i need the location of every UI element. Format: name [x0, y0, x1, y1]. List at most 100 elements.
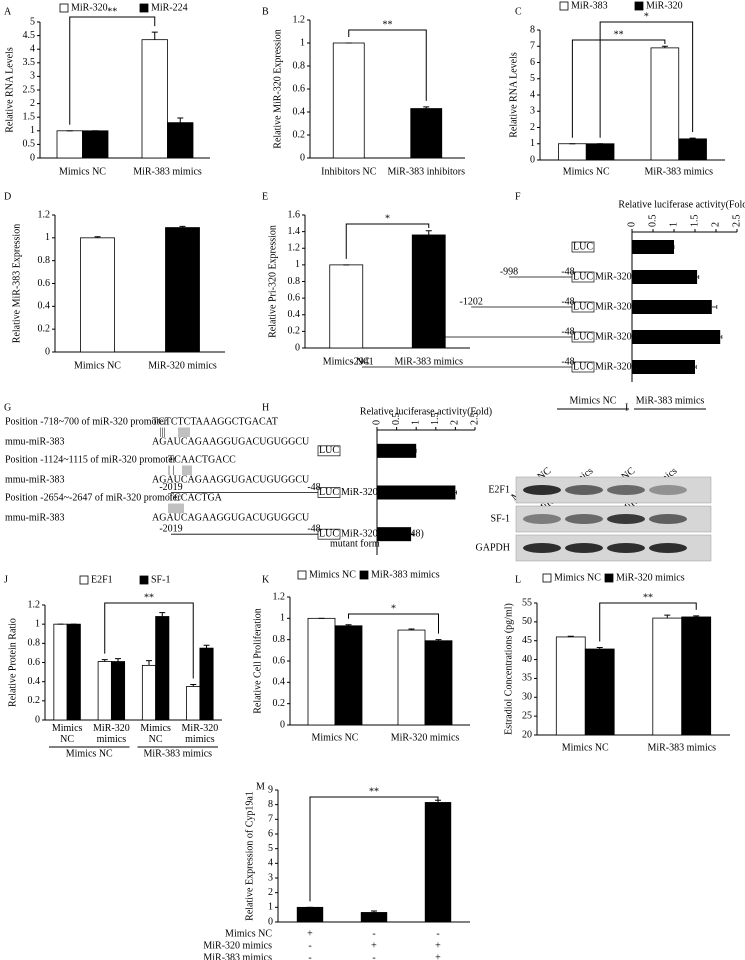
y-tick-label: 0 — [45, 346, 50, 357]
y-tick-label: 0 — [30, 152, 35, 163]
significance-label: ** — [643, 592, 653, 603]
error-bar — [145, 660, 152, 666]
group-label: Mimics NC — [66, 748, 113, 759]
bar — [155, 616, 170, 721]
error-bar — [695, 365, 697, 369]
condition-sign: + — [307, 928, 313, 939]
y-tick-label: 0 — [530, 154, 535, 165]
mirna-sequence: AGAUCAGAAGGUGACUGUGGCU — [152, 436, 310, 447]
x-tick-label: MiR-383 mimics — [133, 166, 202, 177]
bar — [424, 640, 453, 726]
y-tick-label: 1.2 — [38, 209, 51, 220]
panel-letter: K — [262, 574, 270, 585]
start-label: -998 — [500, 266, 518, 277]
y-tick-label: 0.8 — [273, 634, 286, 645]
blot-band — [523, 485, 561, 495]
x-axis-label: Relative luciferase activity(Fold) — [618, 199, 745, 210]
panel-letter: G — [4, 402, 11, 413]
y-tick-label: 20 — [522, 729, 532, 740]
luc-label: LUC — [319, 487, 339, 498]
y-axis-label: Relative RNA Levels — [4, 47, 15, 133]
blot-band — [565, 485, 603, 495]
x-tick-label: MiR-383 mimics — [647, 742, 716, 753]
blot-row-label: GAPDH — [476, 542, 510, 553]
bar — [424, 802, 452, 923]
x-tick-label: 1.5 — [689, 215, 700, 228]
error-bar — [94, 236, 101, 238]
y-tick-label: 0.8 — [288, 276, 301, 287]
construct-label: MiR-320(-998/-48) — [595, 271, 673, 282]
x-tick-label: 0 — [371, 420, 382, 425]
bar — [584, 648, 615, 736]
bar — [377, 485, 456, 500]
start-label: -2019 — [159, 482, 182, 493]
y-tick-label: 0 — [280, 719, 285, 730]
x-tick-label: Mimics NC — [74, 360, 121, 371]
bar — [632, 240, 674, 254]
bar — [80, 237, 115, 353]
condition-name: MiR-320 mimics — [203, 940, 272, 951]
bar — [377, 527, 412, 542]
y-tick-label: 8 — [268, 799, 273, 810]
significance-bracket — [104, 602, 194, 679]
bar — [632, 300, 712, 314]
y-tick-label: 3 — [268, 872, 273, 883]
blot-band — [565, 514, 603, 524]
x-axis-label: Relative luciferase activity(Fold) — [360, 406, 492, 417]
pairing: |||||||| — [168, 502, 184, 513]
y-tick-label: 1 — [268, 902, 273, 913]
y-tick-label: 0 — [268, 916, 273, 927]
y-tick-label: 4 — [530, 89, 535, 100]
y-tick-label: 7 — [530, 41, 535, 52]
construct-note: mutant form — [330, 538, 380, 549]
error-bar — [720, 335, 723, 339]
blot-band — [523, 543, 561, 553]
significance-label: ** — [107, 6, 117, 17]
error-bar — [596, 647, 603, 650]
significance-label: ** — [614, 29, 624, 40]
condition-name: MiR-383 mimics — [203, 952, 272, 960]
legend-swatch — [59, 3, 69, 13]
bar — [410, 108, 443, 159]
construct-label: MiR-320(-2019/-48) — [341, 528, 424, 539]
end-label: -48 — [561, 356, 574, 367]
y-tick-label: 0.4 — [293, 106, 306, 117]
luc-box — [571, 241, 595, 253]
y-tick-label: 0 — [35, 714, 40, 725]
y-tick-label: 5 — [30, 16, 35, 27]
legend-swatch — [359, 570, 369, 580]
luc-label: LUC — [573, 241, 593, 252]
y-axis-label: Relative MiR-383 Expression — [11, 224, 22, 343]
x-tick-label: Mimics NC — [51, 723, 83, 745]
luc-label: LUC — [573, 361, 593, 372]
condition-sign: + — [435, 952, 441, 960]
error-bar — [190, 684, 197, 687]
y-tick-label: 3 — [530, 106, 535, 117]
y-tick-label: 0.5 — [23, 139, 36, 150]
construct-label: MiR-320(-2019/-48) — [595, 331, 678, 342]
y-tick-label: 3.5 — [23, 57, 36, 68]
bar — [632, 330, 721, 344]
y-tick-label: 45 — [522, 635, 532, 646]
panel-letter: E — [262, 191, 268, 202]
y-tick-label: 3 — [30, 71, 35, 82]
error-bar — [411, 532, 414, 537]
error-bar — [371, 910, 377, 913]
end-label: -48 — [307, 523, 320, 534]
y-axis-label: Relative RNA Levels — [508, 52, 519, 138]
promoter-sequence: TCAACTGACC — [168, 454, 236, 465]
luc-label: LUC — [573, 301, 593, 312]
condition-sign: - — [372, 952, 375, 960]
error-bar — [697, 275, 700, 279]
significance-bracket — [69, 16, 156, 125]
y-tick-label: 0.4 — [28, 676, 41, 687]
significance-label: ** — [369, 786, 379, 797]
panel-letter: B — [262, 6, 269, 17]
pairing: | | ||||| — [168, 464, 192, 475]
x-tick-label: MiR-383 inhibitors — [387, 166, 465, 177]
panel-letter: F — [515, 191, 521, 202]
x-tick-label: 0.5 — [391, 413, 402, 426]
end-label: -48 — [561, 296, 574, 307]
panel-letter: I — [625, 402, 628, 413]
y-tick-label: 50 — [522, 616, 532, 627]
